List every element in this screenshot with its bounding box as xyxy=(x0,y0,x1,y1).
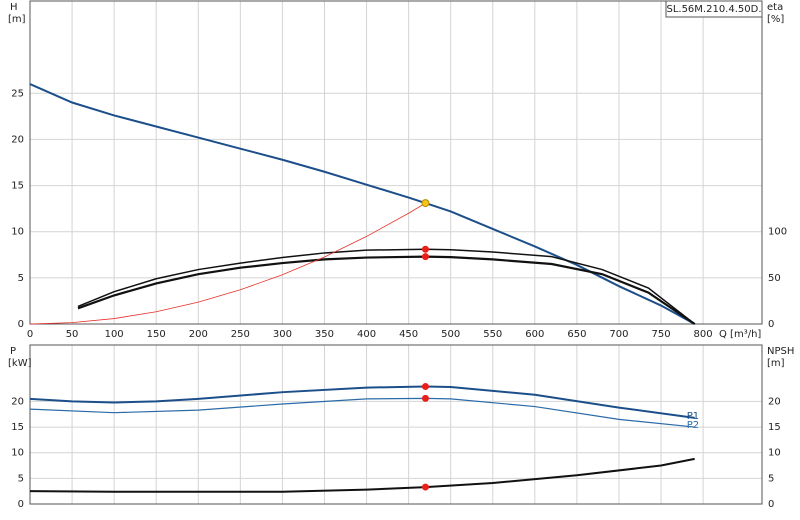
curve xyxy=(29,457,695,493)
curve xyxy=(77,248,696,325)
y-axis-unit: [kW] xyxy=(8,358,32,369)
x-tick-label: 600 xyxy=(525,329,544,340)
x-tick-label: 300 xyxy=(273,329,292,340)
y2-tick-label: 0 xyxy=(768,499,774,510)
curve xyxy=(29,385,695,419)
x-tick-label: 700 xyxy=(609,329,628,340)
operating-point xyxy=(421,199,430,208)
curve-label: P1 xyxy=(687,411,699,422)
y2-axis-unit: [%] xyxy=(767,14,784,25)
operating-point xyxy=(421,383,429,391)
label-box-text: SL.56M.210.4.50D. xyxy=(666,4,761,15)
y2-tick-label: 0 xyxy=(768,319,774,330)
y2-tick-label: 100 xyxy=(768,227,787,238)
x-tick-label: 100 xyxy=(105,329,124,340)
y-tick-label: 5 xyxy=(18,273,24,284)
plot-frame xyxy=(29,344,763,505)
y2-axis-title: eta xyxy=(767,2,783,13)
y-tick-label: 25 xyxy=(11,88,24,99)
x-tick-label: 450 xyxy=(399,329,418,340)
y-tick-label: 10 xyxy=(11,227,24,238)
x-tick-label: 200 xyxy=(189,329,208,340)
y-tick-label: 0 xyxy=(18,319,24,330)
x-tick-label: 400 xyxy=(357,329,376,340)
operating-point xyxy=(421,483,429,491)
y-axis-title: P xyxy=(10,346,16,357)
y2-tick-label: 5 xyxy=(768,473,774,484)
x-tick-label: 0 xyxy=(27,329,33,340)
y2-axis-unit: [m] xyxy=(767,358,785,369)
x-tick-label: 350 xyxy=(315,329,334,340)
y-tick-label: 20 xyxy=(11,134,24,145)
x-tick-label: 650 xyxy=(567,329,586,340)
x-tick-label: 250 xyxy=(231,329,250,340)
x-tick-label: 50 xyxy=(66,329,79,340)
operating-point xyxy=(421,394,429,402)
operating-point xyxy=(421,245,429,253)
y-tick-label: 15 xyxy=(11,181,24,192)
y-tick-label: 15 xyxy=(11,422,24,433)
curve-label: P2 xyxy=(687,420,699,431)
x-tick-label: 550 xyxy=(483,329,502,340)
y-axis-title: H xyxy=(10,2,18,13)
y2-tick-label: 15 xyxy=(768,422,781,433)
x-tick-label: 750 xyxy=(651,329,670,340)
y-tick-label: 10 xyxy=(11,448,24,459)
x-tick-label: 150 xyxy=(147,329,166,340)
curve xyxy=(77,255,696,325)
y2-tick-label: 20 xyxy=(768,396,781,407)
y-axis-unit: [m] xyxy=(8,14,26,25)
plot-frame xyxy=(29,0,763,325)
x-tick-label: 500 xyxy=(441,329,460,340)
y-tick-label: 5 xyxy=(18,473,24,484)
curve xyxy=(29,202,426,325)
y2-tick-label: 50 xyxy=(768,273,781,284)
curve xyxy=(29,397,695,428)
y2-axis-title: NPSH xyxy=(767,346,794,357)
y-tick-label: 20 xyxy=(11,396,24,407)
label-box xyxy=(665,0,763,18)
operating-point xyxy=(421,253,429,261)
y-tick-label: 0 xyxy=(18,499,24,510)
curve xyxy=(29,83,696,325)
x-tick-label: 800 xyxy=(694,329,713,340)
y2-tick-label: 10 xyxy=(768,448,781,459)
x-axis-title: Q [m³/h] xyxy=(719,329,761,340)
